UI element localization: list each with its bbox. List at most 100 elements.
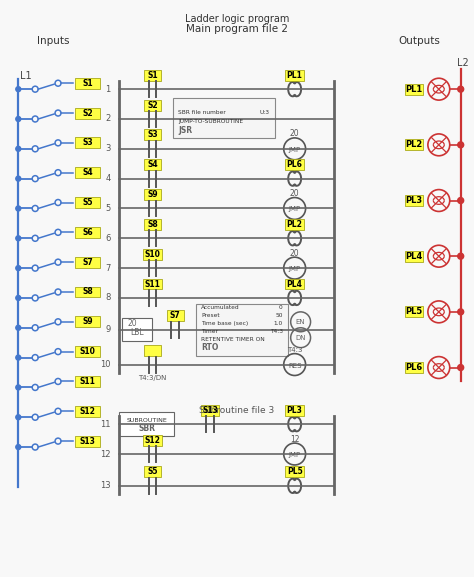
Circle shape — [16, 325, 21, 330]
Text: Time base (sec): Time base (sec) — [201, 321, 248, 326]
Text: S5: S5 — [82, 198, 93, 207]
Text: S4: S4 — [147, 160, 158, 169]
FancyBboxPatch shape — [285, 279, 304, 290]
Text: Preset: Preset — [201, 313, 220, 319]
FancyBboxPatch shape — [144, 129, 161, 140]
Text: JMP: JMP — [289, 147, 301, 153]
Text: JMP: JMP — [289, 452, 301, 458]
FancyBboxPatch shape — [75, 227, 100, 238]
Circle shape — [16, 445, 21, 449]
Text: L1: L1 — [20, 71, 32, 81]
Text: Accumulated: Accumulated — [201, 305, 240, 310]
FancyBboxPatch shape — [144, 100, 161, 111]
Text: S13: S13 — [202, 406, 218, 415]
Circle shape — [16, 206, 21, 211]
Text: 9: 9 — [106, 325, 111, 334]
Text: S12: S12 — [145, 436, 160, 445]
Text: Timer: Timer — [201, 329, 218, 334]
FancyBboxPatch shape — [405, 251, 423, 261]
Circle shape — [16, 87, 21, 92]
Text: S11: S11 — [145, 279, 160, 288]
Text: SBR: SBR — [138, 424, 155, 433]
Text: 20: 20 — [290, 249, 300, 258]
Text: S3: S3 — [147, 130, 158, 140]
Text: S11: S11 — [80, 377, 96, 386]
Text: T4:3/DN: T4:3/DN — [138, 376, 167, 381]
Text: S1: S1 — [147, 71, 158, 80]
Text: PL4: PL4 — [287, 279, 302, 288]
Text: S2: S2 — [82, 108, 93, 118]
Circle shape — [458, 309, 464, 315]
Text: 0: 0 — [279, 305, 283, 310]
FancyBboxPatch shape — [75, 287, 100, 298]
FancyBboxPatch shape — [118, 413, 174, 436]
Text: PL2: PL2 — [405, 140, 423, 149]
Text: PL3: PL3 — [405, 196, 422, 205]
Text: RETENTIVE TIMER ON: RETENTIVE TIMER ON — [201, 337, 265, 342]
Text: PL2: PL2 — [287, 220, 302, 229]
Circle shape — [458, 365, 464, 370]
Text: U:3: U:3 — [260, 110, 270, 115]
FancyBboxPatch shape — [75, 316, 100, 327]
FancyBboxPatch shape — [75, 406, 100, 417]
Text: 10: 10 — [100, 360, 111, 369]
Text: DN: DN — [295, 335, 306, 341]
Text: 12: 12 — [290, 434, 300, 444]
FancyBboxPatch shape — [75, 436, 100, 447]
FancyBboxPatch shape — [285, 219, 304, 230]
Text: 1.0: 1.0 — [273, 321, 283, 326]
FancyBboxPatch shape — [144, 70, 161, 81]
Text: 20: 20 — [290, 189, 300, 198]
Text: EN: EN — [296, 319, 305, 325]
FancyBboxPatch shape — [144, 219, 161, 230]
Text: S7: S7 — [82, 258, 93, 267]
Circle shape — [458, 197, 464, 204]
Text: 12: 12 — [100, 449, 111, 459]
Text: Outputs: Outputs — [398, 36, 440, 47]
FancyBboxPatch shape — [75, 346, 100, 357]
Text: 20: 20 — [128, 319, 137, 328]
Circle shape — [16, 176, 21, 181]
Text: S9: S9 — [82, 317, 93, 327]
Text: JMP: JMP — [289, 207, 301, 212]
Text: 50: 50 — [275, 313, 283, 319]
Text: 7: 7 — [105, 264, 111, 272]
Circle shape — [16, 295, 21, 301]
Text: JSR: JSR — [178, 126, 192, 136]
Text: PL3: PL3 — [287, 406, 302, 415]
Text: PL5: PL5 — [287, 467, 302, 477]
Text: Main program file 2: Main program file 2 — [186, 24, 288, 33]
Text: JUMP-TO-SUBROUTINE: JUMP-TO-SUBROUTINE — [178, 119, 244, 125]
Text: PL6: PL6 — [405, 363, 423, 372]
Text: S12: S12 — [80, 407, 96, 416]
FancyBboxPatch shape — [75, 78, 100, 89]
FancyBboxPatch shape — [144, 466, 161, 477]
Text: Ladder logic program: Ladder logic program — [185, 14, 289, 24]
Text: S7: S7 — [170, 312, 181, 320]
FancyBboxPatch shape — [405, 195, 423, 206]
FancyBboxPatch shape — [143, 279, 162, 290]
FancyBboxPatch shape — [122, 318, 152, 340]
FancyBboxPatch shape — [405, 362, 423, 373]
FancyBboxPatch shape — [144, 189, 161, 200]
Text: S3: S3 — [82, 138, 93, 147]
Circle shape — [16, 355, 21, 360]
Text: 4: 4 — [106, 174, 111, 183]
Text: T4:3: T4:3 — [287, 347, 302, 353]
Text: 11: 11 — [100, 419, 111, 429]
Text: SBR file number: SBR file number — [178, 110, 226, 115]
Circle shape — [458, 142, 464, 148]
FancyBboxPatch shape — [405, 140, 423, 151]
FancyBboxPatch shape — [143, 434, 162, 445]
Text: S4: S4 — [82, 168, 93, 177]
Text: S8: S8 — [147, 220, 158, 229]
FancyBboxPatch shape — [405, 84, 423, 95]
Text: RES: RES — [288, 362, 301, 369]
FancyBboxPatch shape — [285, 159, 304, 170]
Text: S6: S6 — [82, 228, 93, 237]
Circle shape — [458, 253, 464, 259]
FancyBboxPatch shape — [285, 70, 304, 81]
FancyBboxPatch shape — [75, 107, 100, 118]
Text: S9: S9 — [147, 190, 158, 199]
FancyBboxPatch shape — [201, 405, 219, 416]
